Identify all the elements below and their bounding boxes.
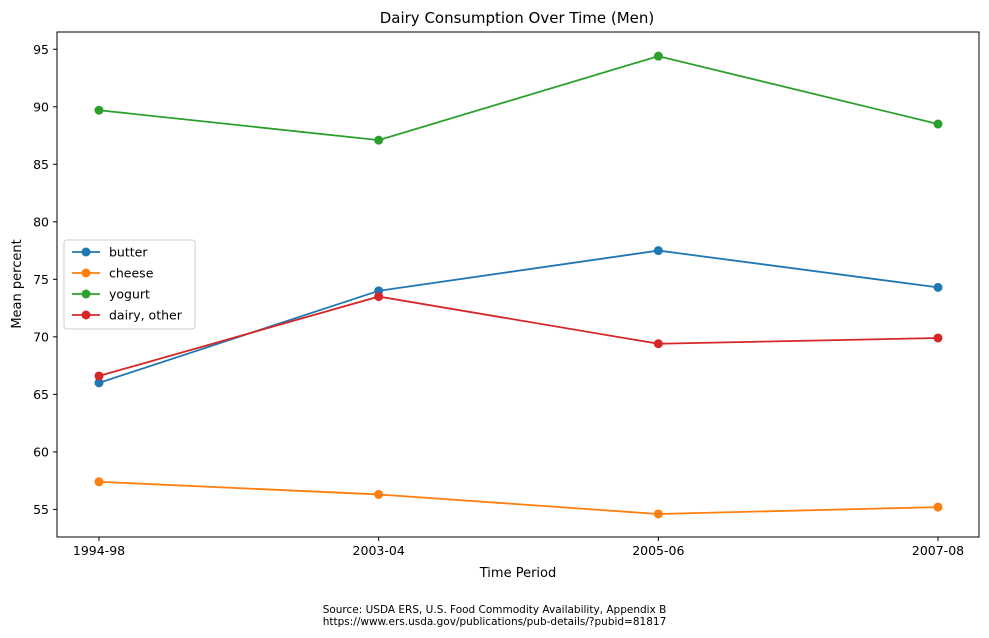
data-point bbox=[933, 333, 943, 343]
series-cheese bbox=[94, 477, 943, 519]
data-point bbox=[94, 378, 104, 388]
legend-label: yogurt bbox=[109, 287, 150, 302]
y-tick-label: 80 bbox=[33, 214, 49, 229]
legend-marker bbox=[81, 268, 91, 278]
data-point bbox=[653, 51, 663, 61]
legend-label: dairy, other bbox=[109, 308, 183, 323]
y-tick-label: 55 bbox=[33, 502, 49, 517]
source-url: https://www.ers.usda.gov/publications/pu… bbox=[322, 616, 667, 628]
y-tick-label: 95 bbox=[33, 42, 49, 57]
y-tick-label: 60 bbox=[33, 444, 49, 459]
y-tick-label: 70 bbox=[33, 329, 49, 344]
source-note: Source: USDA ERS, U.S. Food Commodity Av… bbox=[0, 604, 989, 628]
data-point bbox=[933, 502, 943, 512]
legend-label: cheese bbox=[109, 266, 154, 281]
y-tick-label: 85 bbox=[33, 157, 49, 172]
data-point bbox=[653, 509, 663, 519]
data-point bbox=[933, 282, 943, 292]
series-dairy-other bbox=[94, 292, 943, 381]
x-tick-label: 1994-98 bbox=[73, 543, 125, 558]
legend-marker bbox=[81, 247, 91, 257]
legend-item-yogurt: yogurt bbox=[72, 287, 150, 302]
data-point bbox=[374, 135, 384, 145]
data-point bbox=[653, 246, 663, 256]
data-point bbox=[653, 339, 663, 349]
x-tick-label: 2007-08 bbox=[912, 543, 964, 558]
legend-box bbox=[63, 239, 196, 330]
plot-area bbox=[56, 31, 980, 538]
legend-item-cheese: cheese bbox=[72, 266, 154, 281]
legend-item-butter: butter bbox=[72, 245, 148, 260]
series-line bbox=[98, 55, 939, 142]
y-tick-label: 65 bbox=[33, 387, 49, 402]
y-tick-label: 75 bbox=[33, 272, 49, 287]
data-point bbox=[933, 119, 943, 129]
series-yogurt bbox=[94, 51, 943, 145]
series-line bbox=[98, 295, 939, 377]
x-axis-label: Time Period bbox=[479, 566, 556, 581]
y-axis-label: Mean percent bbox=[10, 239, 25, 328]
legend-marker bbox=[81, 289, 91, 299]
y-tick-label: 90 bbox=[33, 99, 49, 114]
data-point bbox=[94, 105, 104, 115]
legend-marker bbox=[81, 310, 91, 320]
chart-title: Dairy Consumption Over Time (Men) bbox=[380, 9, 655, 27]
series-line bbox=[98, 249, 939, 384]
source-line: Source: USDA ERS, U.S. Food Commodity Av… bbox=[322, 604, 667, 616]
legend: butter cheese yogurt dairy, other bbox=[63, 239, 196, 330]
legend-label: butter bbox=[109, 245, 148, 260]
x-tick-label: 2003-04 bbox=[353, 543, 405, 558]
data-point bbox=[94, 371, 104, 381]
data-point bbox=[374, 489, 384, 499]
data-point bbox=[374, 292, 384, 302]
series-line bbox=[98, 480, 939, 515]
data-point bbox=[94, 477, 104, 487]
legend-item-dairy-other: dairy, other bbox=[72, 308, 183, 323]
x-tick-label: 2005-06 bbox=[632, 543, 684, 558]
series-butter bbox=[94, 246, 943, 388]
